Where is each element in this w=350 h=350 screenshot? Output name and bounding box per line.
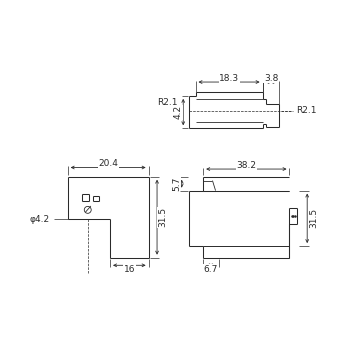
Text: 38.2: 38.2 [236,161,256,170]
Text: 31.5: 31.5 [158,207,167,227]
Text: 3.8: 3.8 [264,74,278,83]
Text: 5.7: 5.7 [172,176,181,191]
Text: R2.1: R2.1 [296,106,317,115]
Text: 4.2: 4.2 [173,105,182,119]
Text: 6.7: 6.7 [204,265,218,274]
Text: 20.4: 20.4 [98,159,118,168]
Text: 16: 16 [124,265,135,274]
Text: 18.3: 18.3 [219,74,239,83]
Text: 31.5: 31.5 [309,208,318,229]
Text: φ4.2: φ4.2 [30,215,50,224]
Text: R2.1: R2.1 [158,98,178,106]
